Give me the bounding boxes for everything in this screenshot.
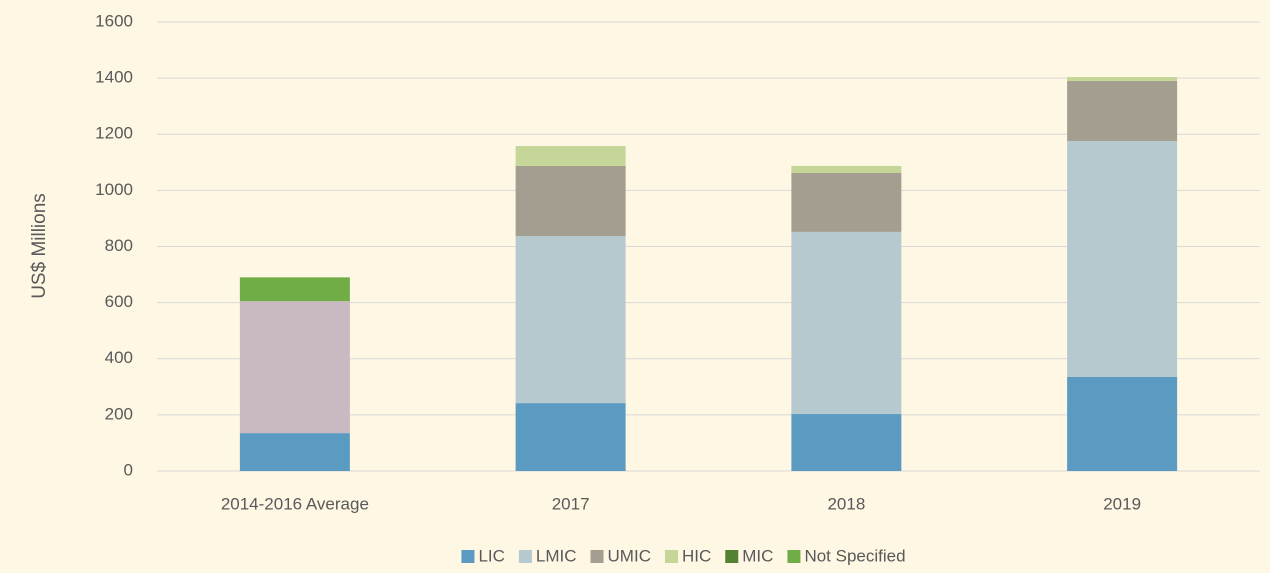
bar-segment <box>515 403 626 471</box>
bar-segment <box>1067 376 1178 471</box>
legend-swatch <box>590 550 604 563</box>
bar-segment <box>515 146 626 166</box>
bar-segment <box>239 301 350 434</box>
legend-label: LMIC <box>536 546 577 565</box>
y-tick-label: 1600 <box>95 11 133 30</box>
y-tick-label: 800 <box>105 236 133 255</box>
bar-segment <box>791 231 902 415</box>
legend: LIC LMIC UMIC HIC MIC Not Specified <box>461 546 906 565</box>
y-tick-label: 0 <box>124 460 133 479</box>
y-tick-label: 600 <box>105 292 133 311</box>
bar-segment <box>1067 80 1178 141</box>
bar-segment <box>515 236 626 404</box>
legend-label: LIC <box>478 546 504 565</box>
y-tick-label: 1200 <box>95 124 133 143</box>
y-axis-title: US$ Millions <box>29 193 50 299</box>
legend-swatch <box>518 550 532 563</box>
x-tick-label: 2014-2016 Average <box>221 494 369 513</box>
x-tick-label: 2018 <box>827 494 865 513</box>
bar-segment <box>791 414 902 471</box>
bar-segment <box>791 172 902 232</box>
bar-segment <box>239 277 350 302</box>
legend-label: HIC <box>682 546 711 565</box>
legend-swatch <box>664 550 678 563</box>
y-tick-label: 1400 <box>95 68 133 87</box>
bar-segment <box>515 165 626 237</box>
bar-segment <box>1067 140 1178 377</box>
legend-swatch <box>787 550 801 563</box>
legend-label: MIC <box>742 546 773 565</box>
legend-swatch <box>725 550 739 563</box>
x-tick-label: 2019 <box>1103 494 1141 513</box>
bar-segment <box>791 165 902 173</box>
legend-label: UMIC <box>608 546 651 565</box>
x-tick-label: 2017 <box>552 494 590 513</box>
legend-swatch <box>461 550 475 563</box>
bar-segment <box>1067 77 1178 81</box>
y-tick-label: 1000 <box>95 180 133 199</box>
y-tick-label: 400 <box>105 348 133 367</box>
bar-segment <box>239 433 350 471</box>
y-tick-label: 200 <box>105 404 133 423</box>
legend-label: Not Specified <box>804 546 905 565</box>
